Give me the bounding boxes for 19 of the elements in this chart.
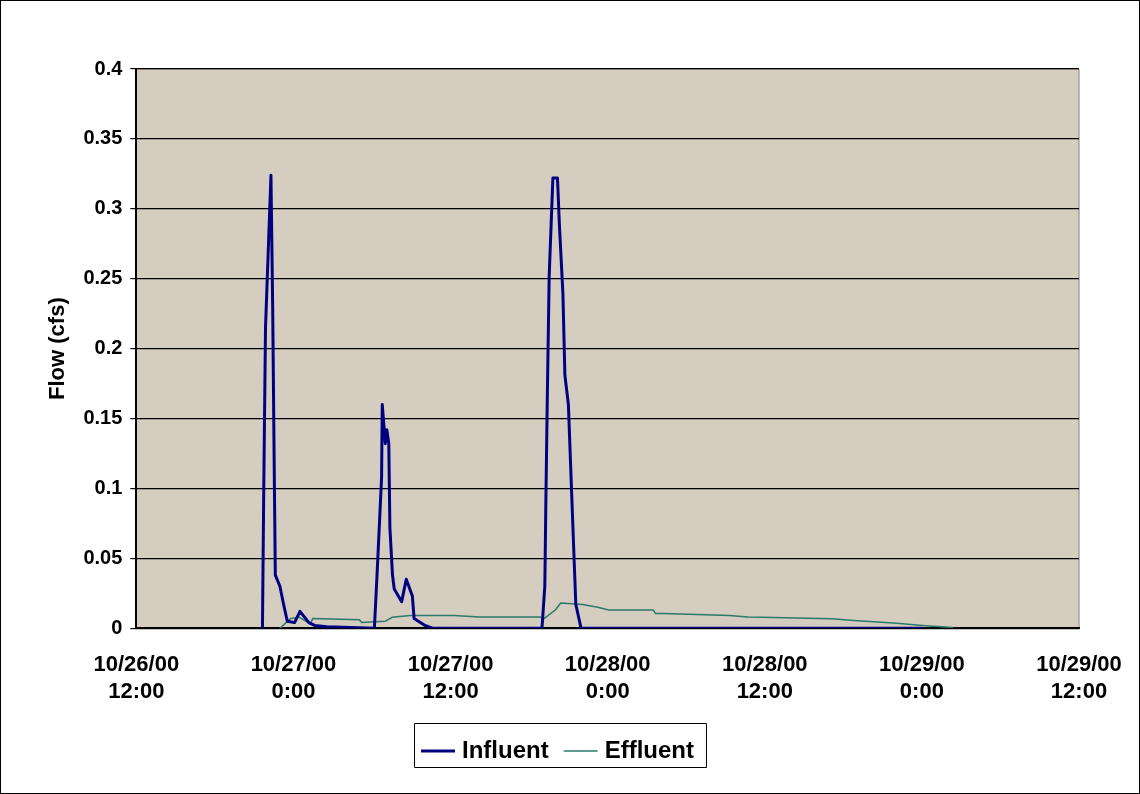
y-tick-label: 0 [111,615,123,638]
y-tick-label: 0.35 [83,126,123,149]
y-tick-label: 0.4 [94,56,124,79]
x-tick-label: 10/28/00 0:00 [564,651,651,703]
legend-label: Influent [462,735,549,763]
x-tick-label: 10/27/00 12:00 [407,651,494,703]
legend-label: Effluent [604,735,694,763]
y-tick-label: 0.15 [83,406,123,429]
y-tick-label: 0.05 [83,545,123,568]
x-tick-label: 10/28/00 12:00 [721,651,808,703]
x-tick-label: 10/29/00 0:00 [879,651,965,703]
y-tick-label: 0.1 [94,475,123,498]
x-tick-label: 10/27/00 0:00 [250,651,337,703]
x-tick-label: 10/26/00 12:00 [93,651,180,703]
y-tick-label: 0.3 [94,196,123,219]
y-tick-label: 0.25 [83,266,123,289]
y-axis-title: Flow (cfs) [44,297,70,400]
x-tick-label: 10/29/00 12:00 [1036,651,1122,703]
y-tick-label: 0.2 [94,336,123,359]
